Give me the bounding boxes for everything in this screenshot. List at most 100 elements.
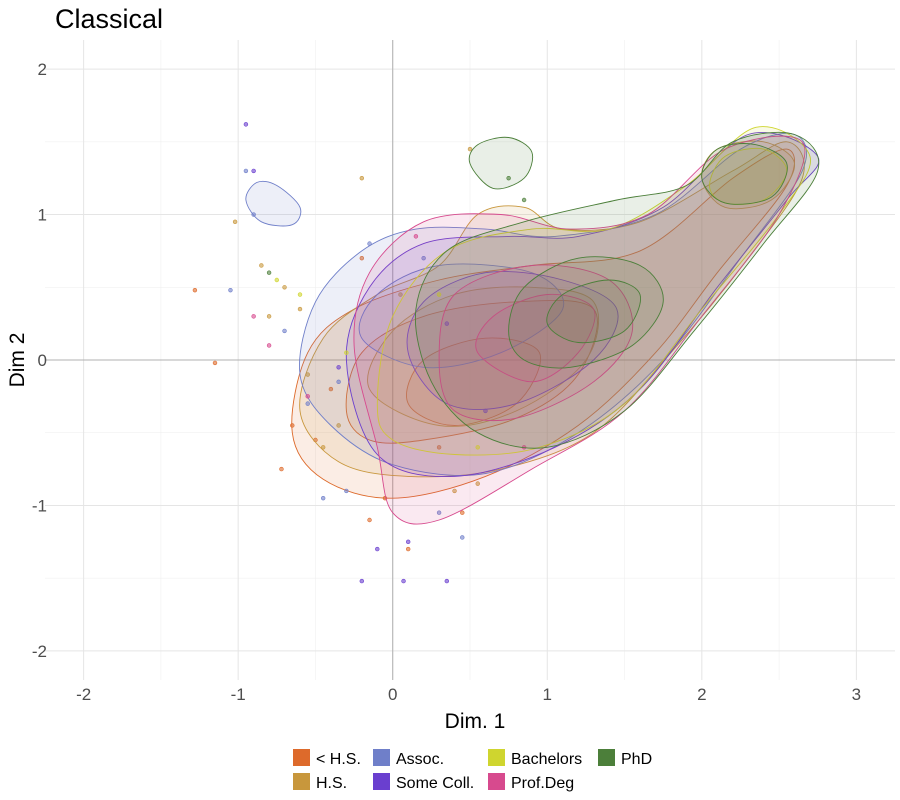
y-axis-ticks: -2 -1 0 1 2 xyxy=(32,60,47,661)
series-phd xyxy=(266,131,820,449)
y-tick-label: 0 xyxy=(38,351,47,370)
series-h-s xyxy=(192,148,795,552)
data-point xyxy=(328,386,334,392)
legend-label: Prof.Deg xyxy=(511,775,574,792)
data-point xyxy=(359,255,365,261)
data-point xyxy=(297,306,303,312)
data-point xyxy=(413,234,419,239)
data-point xyxy=(336,365,341,370)
data-point xyxy=(436,445,442,450)
data-point xyxy=(305,372,310,377)
density-contour xyxy=(367,286,599,427)
legend-item: Assoc. xyxy=(373,749,444,768)
data-point xyxy=(398,292,403,297)
density-contour xyxy=(353,135,806,525)
data-point xyxy=(266,343,272,348)
legend-item: Bachelors xyxy=(488,749,582,768)
series-layer xyxy=(192,122,820,584)
legend-swatch xyxy=(293,749,310,766)
data-point xyxy=(290,423,295,428)
density-contour xyxy=(406,271,619,410)
x-tick-label: 0 xyxy=(388,685,397,704)
series-h-s xyxy=(232,140,805,494)
x-tick-label: 1 xyxy=(543,685,552,704)
density-contour xyxy=(546,279,641,344)
x-tick-label: -2 xyxy=(76,685,91,704)
series-some-coll xyxy=(243,122,820,584)
data-point xyxy=(444,578,450,584)
data-point xyxy=(506,175,511,181)
legend-swatch xyxy=(373,773,390,790)
data-point xyxy=(274,277,280,283)
data-point xyxy=(320,495,326,501)
chart-title: Classical xyxy=(55,4,163,34)
data-point xyxy=(375,546,380,552)
legend-label: PhD xyxy=(621,751,652,768)
series-prof-deg xyxy=(251,135,806,525)
x-tick-label: 2 xyxy=(697,685,706,704)
data-point xyxy=(243,168,249,174)
legend-swatch xyxy=(598,749,615,766)
data-point xyxy=(436,292,442,297)
data-point xyxy=(251,168,256,174)
data-point xyxy=(282,285,287,290)
data-point xyxy=(421,255,426,261)
y-tick-label: 1 xyxy=(38,206,47,225)
data-point xyxy=(436,510,442,515)
legend-item: Some Coll. xyxy=(373,773,474,792)
legend-label: H.S. xyxy=(316,775,347,792)
data-point xyxy=(192,287,198,293)
data-point xyxy=(259,263,264,268)
data-point xyxy=(336,423,341,428)
data-point xyxy=(444,321,450,326)
legend-swatch xyxy=(488,773,505,790)
density-contour xyxy=(406,337,542,426)
data-point xyxy=(251,314,256,319)
data-point xyxy=(305,394,310,399)
data-point xyxy=(401,578,406,584)
density-contour xyxy=(414,131,820,449)
legend: < H.S. H.S. Assoc. Some Coll. Bachelors Prof.… xyxy=(293,749,652,792)
y-axis-label: Dim 2 xyxy=(6,333,29,388)
legend-label: Some Coll. xyxy=(396,775,474,792)
x-axis-ticks: -2 -1 0 1 2 3 xyxy=(76,685,861,704)
data-point xyxy=(243,122,249,127)
data-point xyxy=(460,510,465,515)
legend-item: PhD xyxy=(598,749,652,768)
legend-label: Assoc. xyxy=(396,751,444,768)
y-tick-label: -2 xyxy=(32,642,47,661)
density-contour xyxy=(245,180,302,227)
series-bachelors xyxy=(274,126,812,456)
data-point xyxy=(521,197,527,203)
data-point xyxy=(475,445,480,450)
data-point xyxy=(251,212,256,217)
data-point xyxy=(297,292,303,297)
legend-item: < H.S. xyxy=(293,749,361,768)
legend-label: Bachelors xyxy=(511,751,582,768)
x-tick-label: -1 xyxy=(231,685,246,704)
data-point xyxy=(266,270,272,275)
density-contour xyxy=(376,126,812,456)
data-point xyxy=(212,360,218,366)
data-point xyxy=(367,517,372,523)
data-point xyxy=(344,488,349,494)
density-contour xyxy=(438,264,634,422)
data-point xyxy=(460,535,465,540)
y-tick-label: -1 xyxy=(32,496,47,515)
x-tick-label: 3 xyxy=(852,685,861,704)
density-contour xyxy=(508,256,664,369)
data-point xyxy=(405,546,411,552)
data-point xyxy=(344,350,349,355)
data-point xyxy=(320,445,326,450)
density-contour xyxy=(468,136,534,190)
data-point xyxy=(305,401,310,406)
data-point xyxy=(232,219,238,225)
density-contour xyxy=(475,293,596,383)
data-point xyxy=(228,287,233,293)
data-point xyxy=(367,241,372,246)
y-tick-label: 2 xyxy=(38,60,47,79)
data-point xyxy=(475,481,480,486)
density-contour xyxy=(358,263,565,369)
density-contour xyxy=(345,132,820,478)
